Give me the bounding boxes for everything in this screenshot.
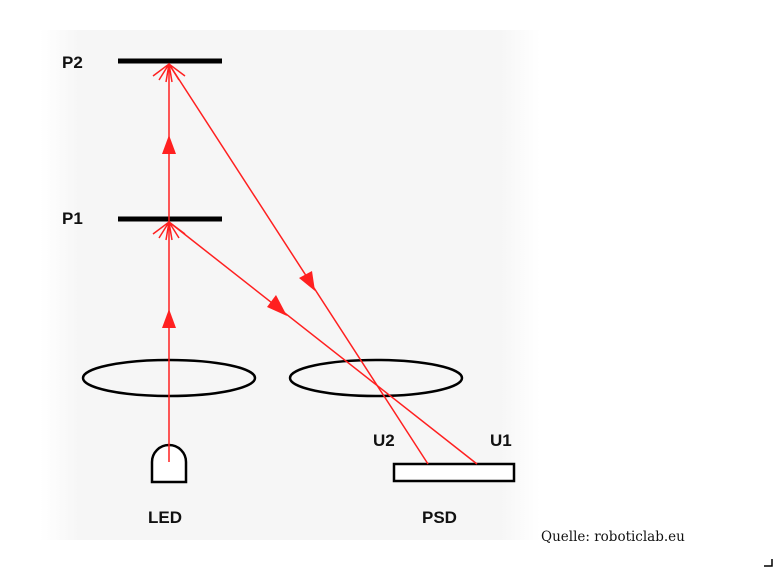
label-p1: P1	[62, 209, 83, 228]
arrow-diagonal-p1	[267, 295, 287, 316]
label-u2: U2	[373, 431, 395, 450]
arrow-up-lower	[162, 309, 176, 328]
led-icon	[150, 443, 188, 484]
beam-p1-to-u1	[168, 221, 478, 465]
scatter-fan-p1	[152, 220, 186, 241]
corner-mark	[764, 559, 773, 567]
background-panel	[40, 30, 540, 540]
light-beams	[152, 62, 478, 465]
label-led: LED	[148, 508, 182, 527]
source-credit: Quelle: roboticlab.eu	[541, 529, 685, 545]
scatter-fan-p2	[152, 62, 186, 83]
arrow-diagonal-p2	[299, 271, 315, 291]
label-p2: P2	[62, 53, 83, 72]
receiver-lens	[288, 358, 464, 398]
label-psd: PSD	[422, 508, 457, 527]
label-u1: U1	[490, 431, 512, 450]
psd-sensor	[392, 462, 516, 483]
beam-p2-to-u2	[168, 63, 429, 465]
arrow-up-upper	[162, 135, 176, 154]
